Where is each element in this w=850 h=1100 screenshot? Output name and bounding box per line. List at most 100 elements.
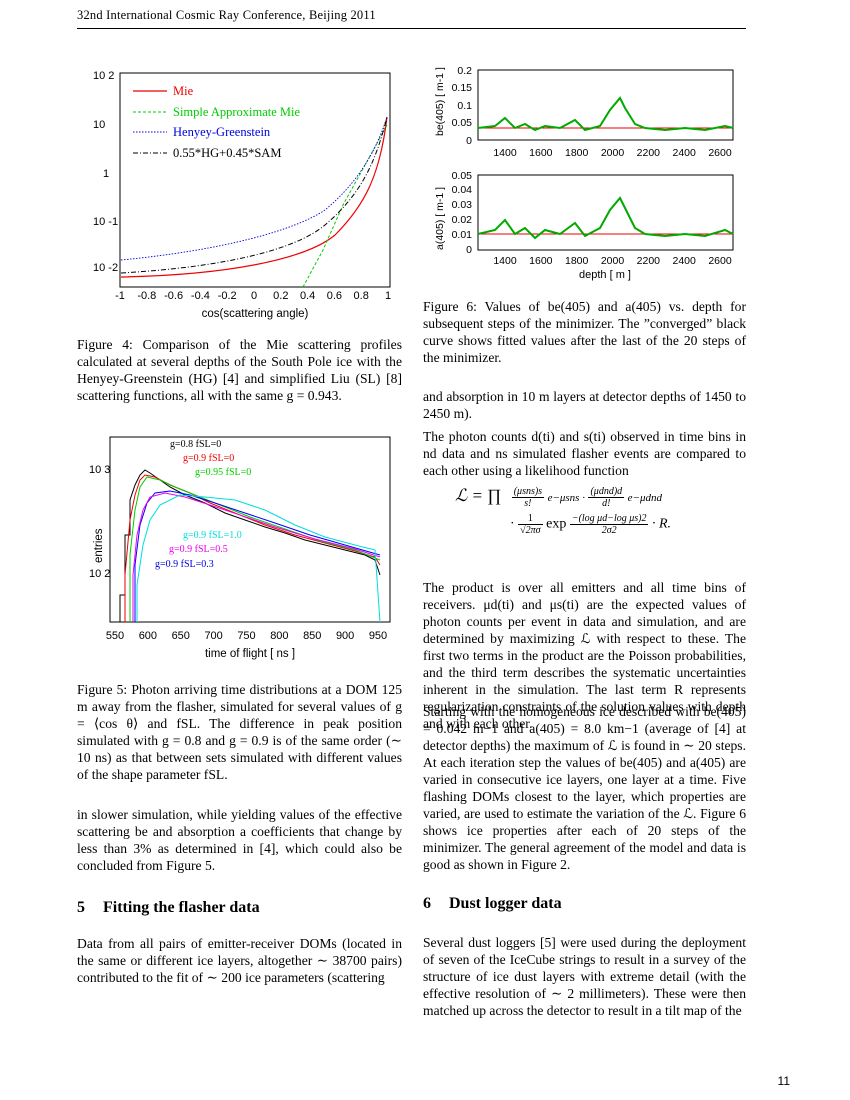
header-rule: [77, 28, 746, 29]
f4-xtick-4: -0.2: [218, 290, 237, 302]
f4-legend-3: 0.55*HG+0.45*SAM: [173, 146, 281, 160]
f6-top-ytick-1: 0.15: [452, 82, 473, 94]
f5-ann-1: g=0.9 fSL=0: [183, 453, 234, 464]
f5-ann-3: g=0.9 fSL=1.0: [183, 530, 242, 541]
f6-bot-ytick-5: 0: [466, 244, 472, 256]
f6-bot-xtick-6: 2600: [708, 255, 732, 267]
f5-hist-magenta: [132, 492, 381, 622]
f6-top-xtick-1: 1600: [529, 147, 553, 159]
page-number: 11: [777, 1074, 790, 1088]
f4-ytick-2: 1: [103, 168, 109, 180]
f6-bot-xtick-0: 1400: [493, 255, 517, 267]
f5-ann-0: g=0.8 fSL=0: [170, 439, 221, 450]
f5-ylabel: entries: [93, 528, 105, 563]
right-paragraph-5: Several dust loggers [5] were used durin…: [423, 935, 746, 1018]
f4-xtick-2: -0.6: [164, 290, 183, 302]
f6-top-xtick-2: 1800: [565, 147, 589, 159]
f5-hist-cyan: [136, 494, 381, 623]
f5-ann-4: g=0.9 fSL=0.5: [169, 544, 228, 555]
figure-4-caption: Figure 4: Comparison of the Mie scatteri…: [77, 337, 402, 403]
f6-bot-ytick-3: 0.02: [452, 214, 473, 226]
f6-xlabel: depth [ m ]: [579, 269, 631, 281]
f6-top-xtick-0: 1400: [493, 147, 517, 159]
right-paragraph-2: The photon counts d(ti) and s(ti) observ…: [423, 429, 746, 478]
f4-ytick-4: 10 -2: [93, 262, 118, 274]
f6-bot-ytick-2: 0.03: [452, 199, 473, 211]
f4-xtick-10: 1: [385, 290, 391, 302]
f5-hist-red: [124, 474, 381, 622]
figure-5: 10 3 10 2 entries 550 600 650 700 750 800 850 9…: [75, 425, 410, 665]
left-paragraph-2: Data from all pairs of emitter-receiver …: [77, 936, 402, 985]
f6-bot-xtick-2: 1800: [565, 255, 589, 267]
f6-bot-ytick-4: 0.01: [452, 229, 473, 241]
f6-top-xtick-4: 2200: [637, 147, 661, 159]
f5-ann-2: g=0.95 fSL=0: [195, 467, 251, 478]
f6-bot-xtick-4: 2200: [637, 255, 661, 267]
formula-lhs: ℒ = ∏: [455, 486, 502, 505]
likelihood-formula: ℒ = ∏ (μsns)s s! e−μsns · (μdnd)d d! e−μdn…: [455, 486, 672, 537]
figure-6-plot: 0.2 0.15 0.1 0.05 0 be(405) [ m-1 ] 1400…: [434, 65, 734, 281]
f6-bot-xtick-5: 2400: [672, 255, 696, 267]
f4-ytick-3: 10 -1: [93, 216, 118, 228]
f5-xlabel: time of flight [ ns ]: [205, 648, 295, 660]
f5-xtick-2: 650: [172, 630, 190, 642]
figure-6-caption: Figure 6: Values of be(405) and a(405) v…: [423, 299, 746, 365]
f4-curve-sam: [302, 124, 388, 288]
f5-hist-black: [119, 469, 381, 622]
figure-5-caption: Figure 5: Photon arriving time distribut…: [77, 682, 402, 782]
f4-legend-1: Simple Approximate Mie: [173, 105, 301, 119]
f4-xtick-7: 0.4: [300, 290, 315, 302]
f6-top-xtick-6: 2600: [708, 147, 732, 159]
f5-ann-5: g=0.9 fSL=0.3: [155, 559, 214, 570]
f5-xtick-0: 550: [106, 630, 124, 642]
f4-xtick-8: 0.6: [327, 290, 342, 302]
f4-xtick-1: -0.8: [137, 290, 156, 302]
f6-top-ytick-0: 0.2: [457, 65, 472, 77]
section-5-title: Fitting the flasher data: [103, 899, 260, 916]
f6-top-curve: [477, 96, 734, 132]
f6-top-xtick-3: 2000: [601, 147, 625, 159]
f5-hist-blue: [134, 490, 381, 622]
f6-top-ylabel: be(405) [ m-1 ]: [434, 67, 446, 136]
figure-4-plot: 10 2 10 1 10 -1 10 -2 -1 -0.8 -0.6 -0.4 -0.2…: [93, 70, 391, 320]
f5-ytick-0: 10 3: [89, 464, 110, 476]
f5-xtick-7: 900: [336, 630, 354, 642]
f4-ytick-0: 10 2: [93, 70, 114, 82]
figure-5-plot: 10 3 10 2 entries 550 600 650 700 750 800 850 9…: [89, 436, 391, 660]
f4-xtick-6: 0.2: [273, 290, 288, 302]
f4-legend-0: Mie: [173, 84, 194, 98]
f6-bot-ytick-0: 0.05: [452, 170, 473, 182]
section-6-number: 6: [423, 895, 431, 912]
f4-xtick-0: -1: [115, 290, 125, 302]
f4-legend-2: Henyey-Greenstein: [173, 125, 271, 139]
f4-xlabel: cos(scattering angle): [202, 308, 309, 320]
right-paragraph-1: and absorption in 10 m layers at detecto…: [423, 389, 746, 421]
figure-6: 0.2 0.15 0.1 0.05 0 be(405) [ m-1 ] 1400…: [425, 58, 755, 288]
f6-bot-ylabel: a(405) [ m-1 ]: [434, 187, 446, 250]
f6-bot-ytick-1: 0.04: [452, 184, 473, 196]
running-header: 32nd International Cosmic Ray Conference…: [77, 8, 376, 22]
f4-ytick-1: 10: [93, 119, 105, 131]
f6-bot-xtick-3: 2000: [601, 255, 625, 267]
figure-4: 10 2 10 1 10 -1 10 -2 -1 -0.8 -0.6 -0.4 -0.2…: [75, 55, 410, 325]
f5-xtick-5: 800: [270, 630, 288, 642]
f4-curve-mie: [120, 116, 388, 278]
section-6-title: Dust logger data: [449, 895, 562, 912]
f5-xtick-1: 600: [139, 630, 157, 642]
f5-ytick-1: 10 2: [89, 568, 110, 580]
section-5-number: 5: [77, 899, 85, 916]
f4-xtick-9: 0.8: [354, 290, 369, 302]
section-5-heading: 5 Fitting the flasher data: [77, 899, 260, 917]
f4-xtick-5: 0: [251, 290, 257, 302]
f6-top-xtick-5: 2400: [672, 147, 696, 159]
f6-bot-xtick-1: 1600: [529, 255, 553, 267]
f4-xtick-3: -0.4: [191, 290, 210, 302]
f4-curve-hg: [120, 116, 388, 261]
f6-top-ytick-4: 0: [466, 135, 472, 147]
f6-top-ytick-3: 0.05: [452, 117, 473, 129]
f5-xtick-4: 750: [237, 630, 255, 642]
f6-top-ytick-2: 0.1: [457, 100, 472, 112]
f6-bot-curve: [477, 196, 734, 240]
f5-xtick-8: 950: [369, 630, 387, 642]
right-paragraph-3: The product is over all emitters and all…: [423, 580, 746, 731]
